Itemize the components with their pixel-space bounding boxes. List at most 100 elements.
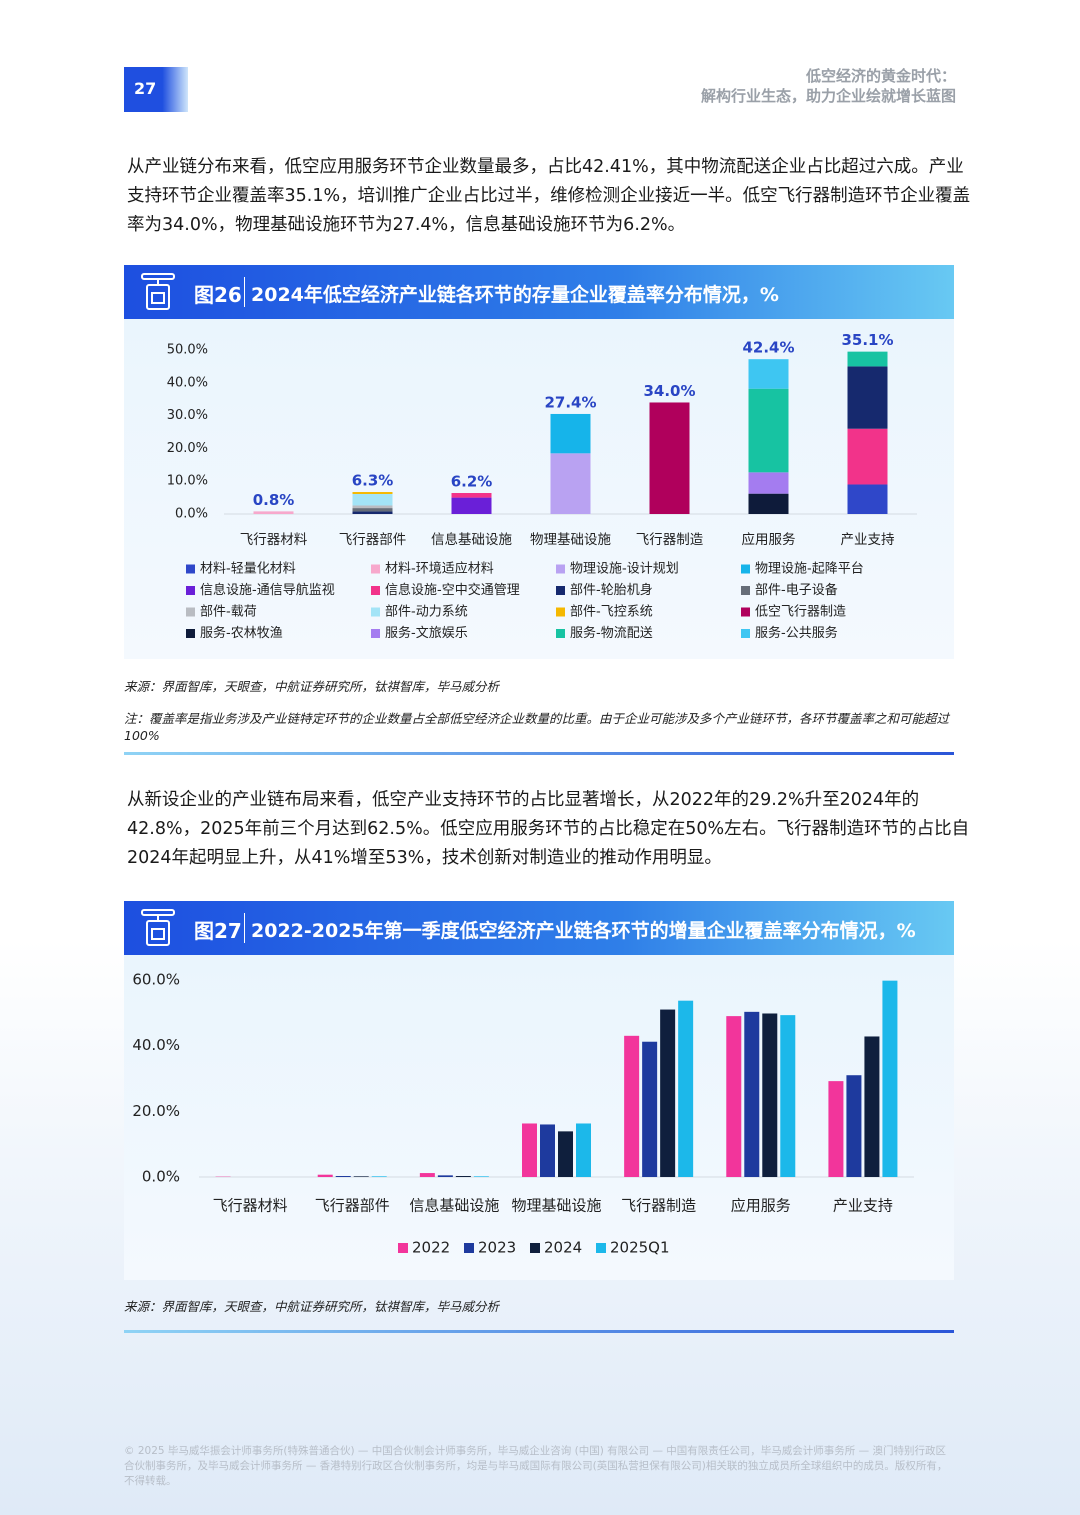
- figure-header: 图27 2022-2025年第一季度低空经济产业链各环节的增量企业覆盖率分布情况…: [124, 901, 954, 955]
- bar: [353, 1176, 369, 1177]
- bar-segment: [847, 484, 888, 514]
- legend-swatch: [741, 586, 750, 595]
- x-tick-label: 产业支持: [841, 532, 895, 548]
- x-tick-label: 飞行器部件: [315, 1197, 390, 1215]
- legend-swatch: [596, 1243, 606, 1253]
- legend-swatch: [741, 564, 750, 574]
- legend-swatch: [186, 607, 195, 617]
- bar: [576, 1123, 591, 1177]
- bar: [744, 1011, 760, 1177]
- bar: [335, 1176, 351, 1177]
- legend-label: 信息设施-通信导航监视: [200, 582, 335, 598]
- x-tick-label: 飞行器材料: [213, 1197, 288, 1215]
- bar: [624, 1035, 640, 1177]
- legend-swatch: [741, 629, 750, 638]
- y-tick-label: 10.0%: [167, 474, 208, 489]
- header-title: 低空经济的黄金时代： 解构行业生态，助力企业绘就增长蓝图: [701, 66, 956, 106]
- y-tick-label: 40.0%: [132, 1036, 180, 1054]
- bar-segment: [352, 508, 393, 512]
- y-tick-label: 60.0%: [132, 971, 180, 989]
- bar-segment: [352, 493, 393, 506]
- figure-icon: [141, 909, 175, 946]
- legend-label: 2024: [544, 1239, 582, 1257]
- bar-segment: [847, 428, 888, 485]
- legend-label: 材料-环境适应材料: [385, 561, 494, 577]
- x-tick-label: 物理基础设施: [511, 1197, 601, 1215]
- total-label: 0.8%: [253, 491, 295, 509]
- separator: [244, 277, 245, 307]
- bar: [642, 1041, 658, 1177]
- page-number: 27: [134, 79, 157, 98]
- legend-swatch: [556, 629, 565, 638]
- legend-swatch: [398, 1243, 408, 1253]
- y-tick-label: 20.0%: [132, 1102, 180, 1120]
- bar: [522, 1123, 537, 1177]
- bar: [419, 1173, 435, 1177]
- y-tick-label: 30.0%: [167, 408, 208, 423]
- legend-label: 2023: [478, 1239, 516, 1257]
- legend-label: 物理设施-设计规划: [570, 562, 679, 577]
- bar: [437, 1175, 453, 1177]
- bar: [371, 1176, 387, 1177]
- legend-label: 服务-农林牧渔: [200, 625, 283, 641]
- bar-segment: [649, 402, 690, 514]
- chart: 0.0% 20.0% 40.0% 60.0% 飞行器材料 飞行器部件 信息基础设施 物理基础设…: [132, 971, 914, 1257]
- divider: [124, 752, 954, 755]
- legend-swatch: [530, 1243, 540, 1253]
- bar-segment: [748, 472, 789, 494]
- figure-icon: [141, 273, 175, 310]
- figure-title: 2022-2025年第一季度低空经济产业链各环节的增量企业覆盖率分布情况，%: [251, 920, 916, 942]
- bar-segment: [847, 351, 888, 367]
- legend-label: 低空飞行器制造: [755, 605, 846, 620]
- legend-swatch: [556, 607, 565, 617]
- total-label: 34.0%: [643, 382, 695, 400]
- x-tick-label: 飞行器制造: [621, 1197, 696, 1215]
- legend-label: 服务-公共服务: [755, 625, 838, 641]
- note: 注：覆盖率是指业务涉及产业链特定环节的企业数量占全部低空经济企业数量的比重。由于…: [124, 711, 950, 743]
- legend-swatch: [556, 564, 565, 574]
- header-line: 解构行业生态，助力企业绘就增长蓝图: [700, 87, 956, 105]
- bar-segment: [748, 359, 789, 389]
- total-label: 27.4%: [544, 393, 596, 411]
- bar: [828, 1081, 844, 1177]
- page-number-box: 27: [124, 67, 188, 112]
- bar-segment: [352, 492, 393, 494]
- bar: [660, 1009, 676, 1177]
- bar-segment: [550, 413, 591, 454]
- bar: [678, 1000, 694, 1177]
- chart: 0.0%10.0%20.0%30.0%40.0%50.0%飞行器材料 飞行器部件信…: [167, 331, 917, 641]
- legend-swatch: [371, 607, 380, 617]
- x-tick-label: 飞行器材料: [240, 532, 308, 548]
- legend-label: 部件-飞控系统: [570, 605, 653, 620]
- chart-panel: 0.0% 20.0% 40.0% 60.0% 飞行器材料 飞行器部件 信息基础设施 物理基础设…: [124, 955, 954, 1280]
- paragraph: 从产业链分布来看，低空应用服务环节企业数量最多，占比42.41%，其中物流配送企…: [127, 157, 971, 235]
- bar-segment: [550, 453, 591, 514]
- bar: [558, 1131, 573, 1177]
- bar-segment: [847, 366, 888, 429]
- figure-number: 图26: [194, 283, 242, 307]
- bar-segment: [352, 505, 393, 509]
- legend-label: 信息设施-空中交通管理: [385, 582, 520, 598]
- legend-swatch: [464, 1243, 474, 1253]
- y-tick-label: 50.0%: [167, 343, 208, 358]
- legend-swatch: [186, 586, 195, 595]
- legend-label: 材料-轻量化材料: [200, 562, 296, 577]
- bar: [317, 1174, 333, 1177]
- paragraph: 从新设企业的产业链布局来看，低空产业支持环节的占比显著增长，从2022年的29.…: [127, 790, 970, 868]
- total-label: 35.1%: [841, 331, 893, 349]
- bar: [455, 1176, 471, 1177]
- footer: © 2025 毕马威华振会计师事务所(特殊普通合伙) — 中国合伙制会计师事务所…: [124, 1445, 948, 1487]
- legend-label: 部件-轮胎机身: [570, 582, 653, 598]
- legend-swatch: [186, 564, 195, 574]
- chart-panel: 0.0% 10.0% 20.0% 30.0% 40.0% 50.0% 飞行器材料 飞行器部件信…: [124, 319, 954, 659]
- bar: [864, 1036, 880, 1177]
- bar: [780, 1015, 796, 1177]
- x-tick-label: 信息基础设施: [431, 531, 512, 548]
- legend-swatch: [371, 564, 380, 574]
- divider: [124, 1330, 954, 1333]
- bar-segment: [352, 511, 393, 514]
- y-tick-label: 0.0%: [175, 507, 208, 522]
- x-tick-label: 应用服务: [742, 531, 796, 548]
- bar-segment: [748, 493, 789, 514]
